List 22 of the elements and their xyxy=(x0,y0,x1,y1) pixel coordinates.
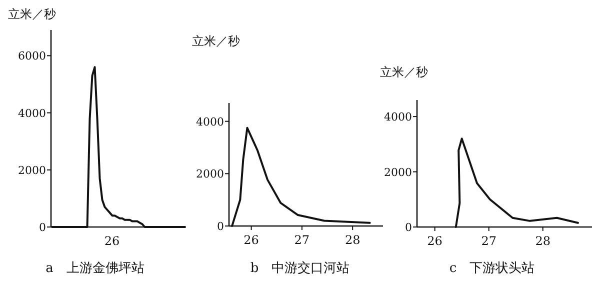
text: b 中游交口河站 xyxy=(250,260,350,276)
y-tick-label: 6000 xyxy=(18,50,46,63)
x-tick-label: 26 xyxy=(427,234,442,248)
x-tick-label: 28 xyxy=(344,233,360,247)
text: a 上游金佛坪站 xyxy=(46,261,144,276)
x-tick-label: 28 xyxy=(535,234,550,248)
y-tick-label: 2000 xyxy=(196,168,224,181)
x-tick-label: 26 xyxy=(244,233,259,247)
y-tick-label: 2000 xyxy=(18,164,46,177)
y-tick-label: 4000 xyxy=(18,106,46,120)
y-tick-label: 4000 xyxy=(196,115,224,128)
y-tick-label: 0 xyxy=(217,220,224,233)
y-axis-title: 立米／秒 xyxy=(192,34,240,48)
y-tick-label: 0 xyxy=(405,221,412,234)
y-tick-label: 2000 xyxy=(384,166,412,179)
y-tick-label: 0 xyxy=(39,221,46,234)
y-tick-label: 4000 xyxy=(384,110,412,124)
text: c 下游状头站 xyxy=(449,261,535,276)
y-axis-title: 立米／秒 xyxy=(8,7,56,21)
y-axis-title: 立米／秒 xyxy=(380,65,428,79)
x-tick-label: 27 xyxy=(294,233,310,247)
x-tick-label: 27 xyxy=(481,234,496,248)
